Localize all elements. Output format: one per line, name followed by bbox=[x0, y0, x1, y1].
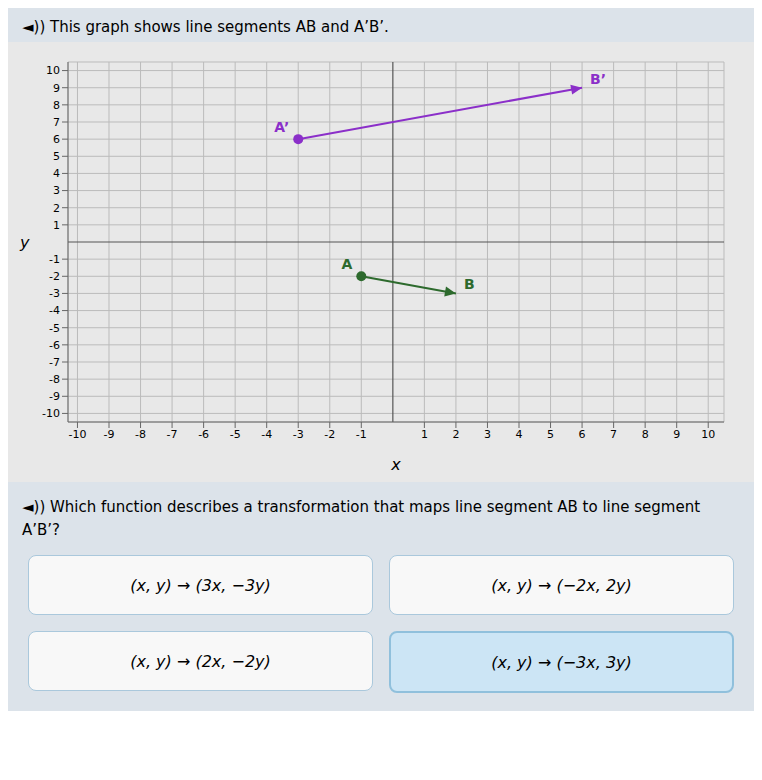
svg-text:3: 3 bbox=[53, 184, 60, 197]
svg-text:-10: -10 bbox=[42, 407, 60, 420]
svg-text:2: 2 bbox=[53, 202, 60, 215]
svg-text:9: 9 bbox=[673, 428, 680, 441]
svg-text:5: 5 bbox=[53, 150, 60, 163]
svg-text:-8: -8 bbox=[49, 373, 60, 386]
html-text:(x, y) → (−3x, 3y): (x, y) → (−3x, 3y) bbox=[491, 652, 632, 672]
svg-text:10: 10 bbox=[701, 428, 715, 441]
svg-text:-1: -1 bbox=[356, 428, 367, 441]
svg-text:6: 6 bbox=[53, 133, 60, 146]
svg-text:8: 8 bbox=[53, 99, 60, 112]
svg-text:10: 10 bbox=[46, 64, 60, 77]
svg-text:1: 1 bbox=[53, 219, 60, 232]
svg-text:6: 6 bbox=[579, 428, 586, 441]
html-text:◄)) This graph shows line segm: ◄)) This graph shows line segments AB an… bbox=[22, 18, 389, 36]
html-text:A’B’?: A’B’? bbox=[22, 520, 61, 539]
svg-text:-6: -6 bbox=[49, 339, 60, 352]
svg-text:-3: -3 bbox=[49, 287, 60, 300]
svg-text:5: 5 bbox=[547, 428, 554, 441]
svg-text:y: y bbox=[19, 233, 30, 252]
svg-text:-4: -4 bbox=[49, 304, 60, 317]
svg-text:-3: -3 bbox=[293, 428, 304, 441]
svg-text:-5: -5 bbox=[49, 322, 60, 335]
svg-text:-1: -1 bbox=[49, 253, 60, 266]
svg-text:7: 7 bbox=[53, 116, 60, 129]
svg-text:8: 8 bbox=[642, 428, 649, 441]
html-text:(x, y) → (−2x, 2y): (x, y) → (−2x, 2y) bbox=[491, 575, 632, 595]
svg-text:-7: -7 bbox=[167, 428, 178, 441]
svg-text:4: 4 bbox=[53, 167, 60, 180]
svg-text:-5: -5 bbox=[230, 428, 241, 441]
svg-text:A’: A’ bbox=[274, 119, 289, 135]
svg-text:-9: -9 bbox=[104, 428, 115, 441]
svg-text:9: 9 bbox=[53, 82, 60, 95]
svg-text:x: x bbox=[390, 455, 401, 474]
svg-text:-4: -4 bbox=[261, 428, 272, 441]
html-text:(x, y) → (2x, −2y): (x, y) → (2x, −2y) bbox=[130, 651, 271, 671]
svg-text:B’: B’ bbox=[590, 71, 606, 87]
svg-text:1: 1 bbox=[421, 428, 428, 441]
svg-text:7: 7 bbox=[610, 428, 617, 441]
svg-text:2: 2 bbox=[452, 428, 459, 441]
svg-text:-10: -10 bbox=[68, 428, 86, 441]
svg-text:-6: -6 bbox=[198, 428, 209, 441]
svg-text:4: 4 bbox=[516, 428, 523, 441]
html-text:(x, y) → (3x, −3y): (x, y) → (3x, −3y) bbox=[130, 575, 271, 595]
svg-text:-9: -9 bbox=[49, 390, 60, 403]
html-text:◄)) Which function describes a: ◄)) Which function describes a transform… bbox=[22, 498, 701, 516]
svg-text:B: B bbox=[464, 276, 475, 292]
svg-text:-7: -7 bbox=[49, 356, 60, 369]
svg-text:-8: -8 bbox=[135, 428, 146, 441]
svg-text:-2: -2 bbox=[324, 428, 335, 441]
svg-text:-2: -2 bbox=[49, 270, 60, 283]
svg-text:3: 3 bbox=[484, 428, 491, 441]
svg-text:A: A bbox=[341, 256, 352, 272]
